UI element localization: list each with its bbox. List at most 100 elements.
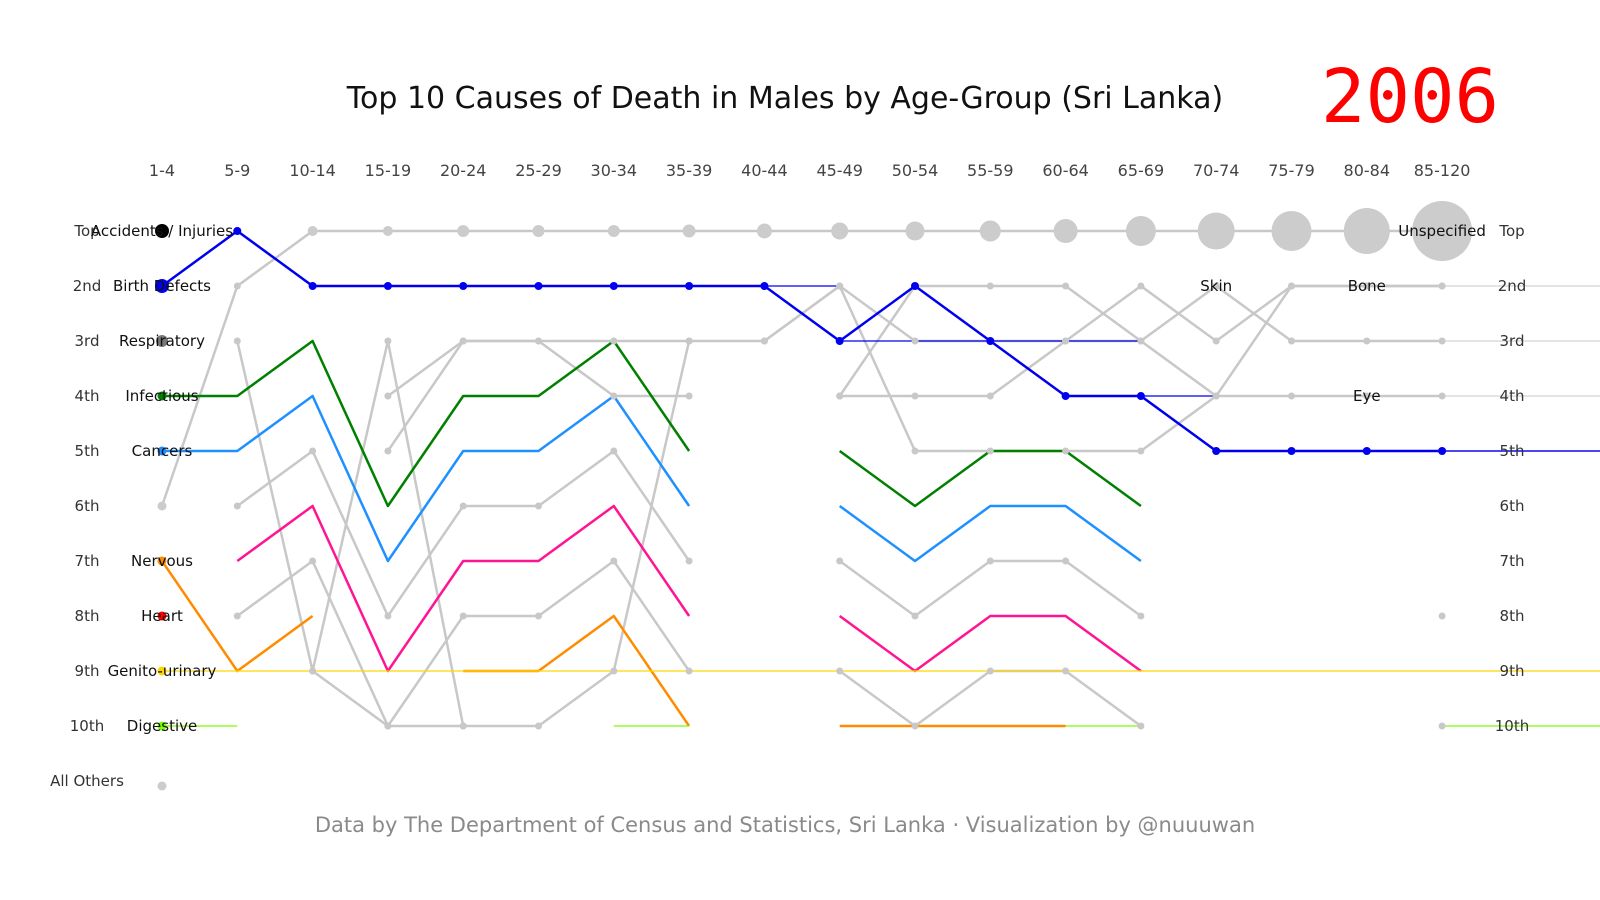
series-point-unspecified <box>1438 282 1446 290</box>
series-point-genito-urinary <box>1438 337 1446 345</box>
series-point-eye <box>384 612 392 620</box>
series-point-bone <box>459 612 467 620</box>
top-rank-bubble <box>1197 212 1235 250</box>
series-line-unspecified <box>311 340 691 728</box>
series-point-unspecified <box>1212 392 1220 400</box>
cause-label: Cancers <box>132 442 193 460</box>
start-dot <box>157 666 167 676</box>
rank-label-left: 4th <box>75 387 100 405</box>
rank-label-left: 9th <box>75 662 100 680</box>
cause-label: Accidents / Injuries <box>91 222 233 240</box>
series-point-birth-defects <box>986 337 995 345</box>
series-point-unspecified <box>1288 282 1295 290</box>
series-point-respiratory <box>384 337 392 345</box>
series-point-unspecified <box>1363 282 1371 290</box>
series-point-unspecified <box>1062 337 1070 345</box>
series-point-bone <box>1438 722 1446 730</box>
series-point-birth-defects <box>1287 447 1296 455</box>
series-point-birth-defects <box>760 282 769 290</box>
series-point-genito-urinary <box>384 447 392 455</box>
series-point-eye <box>233 502 241 510</box>
top-rank-bubble <box>607 225 620 237</box>
series-point-skin <box>1137 282 1145 290</box>
series-line-cancers <box>838 504 1142 563</box>
series-point-genito-urinary <box>610 392 618 400</box>
rank-label-left: Top <box>73 222 99 240</box>
start-dot <box>157 501 167 511</box>
top-rank-bubble <box>1125 216 1156 246</box>
age-group-label: 75-79 <box>1268 161 1315 180</box>
series-point-birth-defects <box>609 282 618 290</box>
cause-label: Nervous <box>131 552 193 570</box>
inline-cause-label: Eye <box>1353 387 1381 405</box>
series-point-unspecified <box>685 337 693 345</box>
top-rank-bubble <box>979 220 1001 242</box>
rank-label-right: 2nd <box>1498 277 1527 295</box>
series-point-bone <box>1062 667 1070 675</box>
rank-label-right: Top <box>1498 222 1524 240</box>
age-group-label: 55-59 <box>967 161 1014 180</box>
series-point-bone <box>535 612 542 620</box>
series-point-digestive <box>986 447 994 455</box>
age-group-label: 60-64 <box>1042 161 1089 180</box>
rank-label-right: 8th <box>1500 607 1525 625</box>
series-point-bone <box>685 667 693 675</box>
series-point-genito-urinary <box>685 392 693 400</box>
series-point-skin <box>836 282 844 290</box>
top-rank-bubble <box>1053 219 1078 243</box>
top-rank-bubble <box>382 226 393 236</box>
top-rank-bubble <box>532 225 545 237</box>
cause-label: Respiratory <box>119 332 205 350</box>
start-dot <box>157 556 167 566</box>
age-group-label: 25-29 <box>515 161 562 180</box>
inline-cause-label: Skin <box>1200 277 1232 295</box>
series-point-birth-defects <box>1212 447 1221 455</box>
series-point-bone <box>309 557 317 565</box>
series-point-eye <box>685 557 693 565</box>
cause-label: Digestive <box>127 717 197 735</box>
series-point-unspecified <box>911 392 919 400</box>
top-rank-bubble <box>457 225 470 237</box>
series-point-digestive <box>1288 392 1295 400</box>
age-group-label: 65-69 <box>1118 161 1165 180</box>
axis-labels: 1-4 5-9 10-14 15-19 20-24 25-29 30-34 35-39 40-4… <box>50 161 1529 790</box>
age-group-label: 35-39 <box>666 161 713 180</box>
age-group-label: 5-9 <box>224 161 250 180</box>
series-line-respiratory <box>236 339 465 727</box>
cause-labels: Accidents / Injuries Birth Defects Respira… <box>91 222 1486 735</box>
age-group-label: 15-19 <box>365 161 412 180</box>
inline-cause-label: Bone <box>1348 277 1386 295</box>
series-point-digestive <box>535 337 542 345</box>
series-point-genito-urinary <box>1212 282 1220 290</box>
series-point-genito-urinary <box>1363 337 1371 345</box>
series-line-accidents-injuries <box>160 229 1443 507</box>
series-point-digestive <box>1137 447 1145 455</box>
series-point-birth-defects <box>911 282 919 290</box>
series-line-bone <box>838 669 1142 728</box>
series-point-digestive <box>1363 392 1371 400</box>
rank-label-right: 3rd <box>1500 332 1525 350</box>
chart-title: Top 10 Causes of Death in Males by Age-G… <box>346 81 1223 116</box>
series-line-cancers <box>162 394 691 563</box>
series-point-eye <box>911 612 919 620</box>
rank-label-right: 10th <box>1495 717 1529 735</box>
age-group-label: 50-54 <box>892 161 939 180</box>
start-dot <box>155 279 169 293</box>
series-line-birth-defects <box>161 229 1443 453</box>
rank-label-left: 5th <box>75 442 100 460</box>
series-line-nervous <box>838 614 1142 673</box>
series-point-accidents-injuries <box>233 282 241 290</box>
series-point-digestive <box>459 337 467 345</box>
series-point-eye <box>1062 557 1070 565</box>
rank-label-right: 5th <box>1500 442 1525 460</box>
series-point-eye <box>836 557 844 565</box>
series-point-genito-urinary <box>1062 282 1070 290</box>
age-group-label: 85-120 <box>1414 161 1471 180</box>
series-point-unspecified <box>836 392 844 400</box>
series-point-birth-defects <box>383 282 392 290</box>
top-rank-bubble <box>307 226 318 236</box>
series-point-birth-defects <box>1136 392 1145 400</box>
series-point-eye <box>535 502 542 510</box>
top-rank-bubble <box>1271 211 1312 251</box>
